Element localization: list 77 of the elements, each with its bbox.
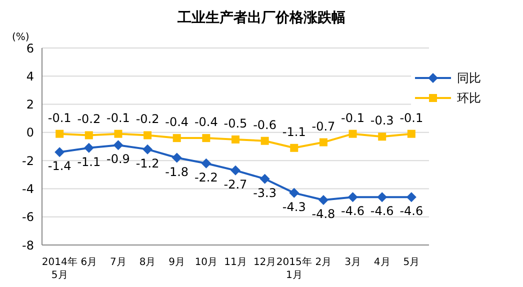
y-tick-label: 2 <box>26 98 34 112</box>
data-label: -1.4 <box>48 159 72 174</box>
point <box>113 140 124 150</box>
data-label: -1.2 <box>136 156 160 170</box>
y-tick-label: -2 <box>22 154 34 168</box>
y-tick-label: 6 <box>26 41 34 56</box>
point <box>201 158 212 168</box>
data-label: -0.2 <box>136 112 160 126</box>
point <box>378 132 386 141</box>
x-tick-label: 2015年 1月 <box>276 256 312 281</box>
point <box>84 131 93 140</box>
y-tick-label: 0 <box>26 126 34 140</box>
data-label: -2.2 <box>194 170 218 184</box>
data-label: -0.1 <box>48 110 72 125</box>
point <box>318 194 328 205</box>
legend-label: 同比 <box>457 70 481 86</box>
point <box>84 142 94 153</box>
data-label: -1.8 <box>165 164 189 179</box>
data-label: -0.9 <box>106 152 130 166</box>
data-label: -4.6 <box>400 204 424 218</box>
x-tick-label: 4月 <box>374 257 390 268</box>
y-axis-title: (%) <box>12 32 30 43</box>
point <box>202 134 210 142</box>
point <box>172 134 181 142</box>
x-tick-label: 5月 <box>403 257 420 268</box>
data-label: -0.6 <box>253 118 277 132</box>
x-tick-label: 6月 <box>80 257 98 268</box>
data-label: -4.6 <box>370 204 394 218</box>
data-label: -1.1 <box>282 124 306 139</box>
data-label: -0.2 <box>77 112 101 126</box>
y-tick-label: -6 <box>22 210 34 224</box>
y-tick-label: 4 <box>26 69 34 84</box>
data-label: -4.3 <box>282 200 306 214</box>
data-label: -0.7 <box>312 119 336 134</box>
point <box>348 130 357 138</box>
x-tick-label: 3月 <box>344 257 361 268</box>
x-tick-label: 10月 <box>194 257 218 268</box>
point <box>289 188 300 198</box>
data-label: -0.1 <box>106 110 130 125</box>
point <box>230 165 240 176</box>
x-tick-label: 9月 <box>168 257 186 268</box>
data-label: -0.1 <box>341 110 364 125</box>
y-tick-label: -8 <box>22 238 34 252</box>
x-tick-label: 12月 <box>253 257 276 268</box>
point <box>407 130 416 138</box>
point <box>319 138 328 146</box>
data-label: -0.5 <box>224 116 248 130</box>
x-tick-label: 8月 <box>139 257 156 268</box>
point <box>54 147 65 158</box>
point <box>406 192 416 202</box>
legend-label: 环比 <box>457 90 481 106</box>
data-label: -0.1 <box>400 110 424 125</box>
data-label: -0.3 <box>370 114 394 128</box>
point <box>144 131 152 140</box>
data-label: -1.1 <box>77 154 101 169</box>
point <box>348 192 358 202</box>
data-label: -0.4 <box>165 115 189 130</box>
data-label: -3.3 <box>253 186 277 200</box>
data-label: -4.6 <box>341 204 364 218</box>
point <box>172 152 182 163</box>
point <box>260 174 270 184</box>
y-tick-label: -4 <box>22 182 34 196</box>
x-tick-label: 11月 <box>224 257 247 268</box>
point <box>114 130 122 138</box>
x-tick-label: 2014年 5月 <box>42 256 78 281</box>
x-tick-label: 7月 <box>110 257 126 268</box>
data-label: -4.8 <box>312 206 336 221</box>
point <box>232 135 240 144</box>
x-tick-label: 2月 <box>315 257 332 268</box>
data-label: -0.4 <box>194 115 218 130</box>
data-label: -2.7 <box>224 177 248 192</box>
point <box>377 192 388 202</box>
point <box>290 144 298 152</box>
point <box>260 136 269 145</box>
point <box>142 144 153 154</box>
point <box>56 130 64 138</box>
chart-title: 工业生产者出厂价格涨跌幅 <box>176 9 346 28</box>
